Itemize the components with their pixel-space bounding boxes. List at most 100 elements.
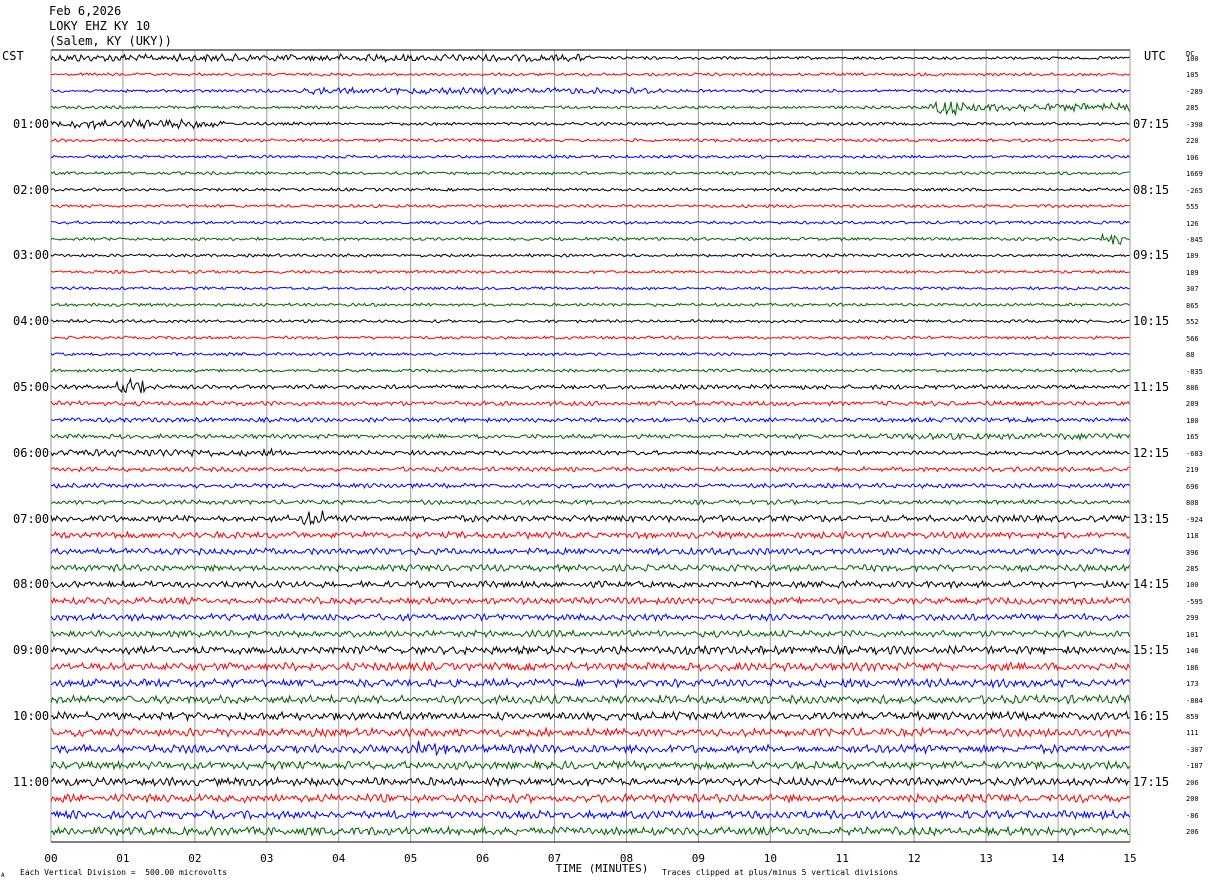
left-hour-label: 02:00 [13,182,50,197]
right-hour-label: 07:15 [1133,116,1170,131]
trace-row [50,86,1130,96]
trace-row [50,447,1130,458]
trace-row [50,792,1130,805]
trace-row [50,368,1130,373]
trace-row [50,117,1130,131]
dc-offset-value: 118 [1186,532,1199,541]
clip-note: Traces clipped at plus/minus 5 vertical … [662,868,899,877]
left-hour-label: 04:00 [13,314,50,329]
dc-offset-value: 886 [1186,384,1199,392]
trace-row [50,644,1130,656]
trace-row [50,465,1130,473]
trace-row [50,726,1130,739]
trace-row [50,579,1130,590]
trace-row [50,529,1130,541]
x-axis-label: TIME (MINUTES) [556,862,649,875]
trace-row [50,269,1130,275]
dc-offset-value: 1669 [1186,170,1203,179]
dc-offset-value: 146 [1186,647,1199,656]
trace-row [50,100,1130,116]
left-hour-label: 09:00 [13,643,50,658]
left-hour-label: 11:00 [13,774,50,789]
trace-row [50,335,1130,341]
trace-row [50,220,1130,225]
x-tick-label: 14 [1051,852,1065,865]
dc-offset-value: 186 [1186,663,1199,672]
scale-note: Each Vertical Division = 500.00 microvol… [20,868,228,877]
x-tick-label: 07 [548,852,561,865]
dc-offset-value: -884 [1186,696,1203,705]
dc-offset-value: 696 [1186,482,1199,491]
right-hour-label: 11:15 [1133,380,1170,394]
dc-offset-value: 189 [1186,268,1199,277]
dc-offset-value: 101 [1186,630,1199,639]
dc-offset-value: 859 [1186,713,1199,721]
dc-offset-value: -86 [1186,811,1199,820]
dc-offset-value: 396 [1186,548,1199,557]
dc-offset-value: 173 [1186,680,1199,689]
dc-offset-value: 88 [1186,351,1195,360]
dc-offset-value: -845 [1186,235,1203,244]
dc-offset-value: 865 [1186,301,1199,310]
trace-row [51,498,1130,506]
x-tick-label: 13 [980,852,993,865]
dc-offset-value: 808 [1186,499,1199,508]
dc-offset-value: 165 [1186,433,1199,442]
left-hour-label: 10:00 [13,709,50,723]
left-hour-label: 06:00 [13,445,50,460]
trace-row [50,759,1130,772]
dc-offset-value: 106 [1186,153,1199,162]
x-tick-label: 15 [1123,852,1136,865]
trace-row [50,595,1130,606]
x-tick-label: 03 [260,852,273,865]
left-timezone-label: CST [2,49,24,63]
dc-offset-value: 566 [1186,334,1199,343]
trace-row [50,510,1130,526]
dc-offset-value: -265 [1186,186,1203,195]
dc-offset-value: 126 [1186,219,1199,228]
dc-offset-value: 111 [1186,729,1199,738]
left-hour-label: 08:00 [13,577,50,592]
dc-offset-value: 219 [1186,466,1199,475]
station-code: LOKY EHZ KY 10 [49,19,151,33]
station-location: (Salem, KY (UKY)) [49,34,172,48]
trace-row [50,740,1130,757]
trace-row [50,170,1130,176]
trace-row [50,252,1130,258]
dc-offset-value: 220 [1186,137,1199,146]
trace-row [50,416,1130,424]
right-hour-label: 14:15 [1133,577,1170,592]
x-tick-label: 11 [836,852,849,865]
left-hour-label: 03:00 [13,248,50,263]
trace-row [50,203,1130,209]
trace-row [50,628,1130,639]
plot-date: Feb 6,2026 [49,4,122,18]
dc-offset-value: -595 [1186,597,1203,606]
dc-offset-value: 299 [1186,614,1199,623]
dc-offset-value: 289 [1186,400,1199,409]
trace-row [50,482,1130,490]
right-hour-label: 16:15 [1133,709,1170,723]
trace-row [50,52,1130,63]
dc-offset-value: 206 [1186,828,1199,837]
trace-row [50,660,1130,673]
x-tick-label: 10 [764,852,777,865]
dc-offset-value: -187 [1186,762,1203,771]
dc-offset-value: 200 [1186,795,1199,804]
dc-offset-value: 100 [1186,55,1199,63]
dc-offset-value: 189 [1186,252,1199,261]
dc-offset-value: 285 [1186,564,1199,573]
trace-row [50,318,1130,324]
dc-offset-value: 307 [1186,285,1199,294]
dc-offset-value: 206 [1186,778,1199,787]
x-tick-label: 01 [116,852,129,865]
dc-column-label: DC [1186,50,1195,58]
dc-offset-value: 285 [1186,104,1199,113]
trace-row [50,677,1130,690]
trace-row [50,612,1130,623]
trace-row [50,710,1130,723]
right-hour-label: 09:15 [1133,248,1170,263]
x-tick-label: 08 [620,852,633,865]
trace-row [50,377,1130,394]
